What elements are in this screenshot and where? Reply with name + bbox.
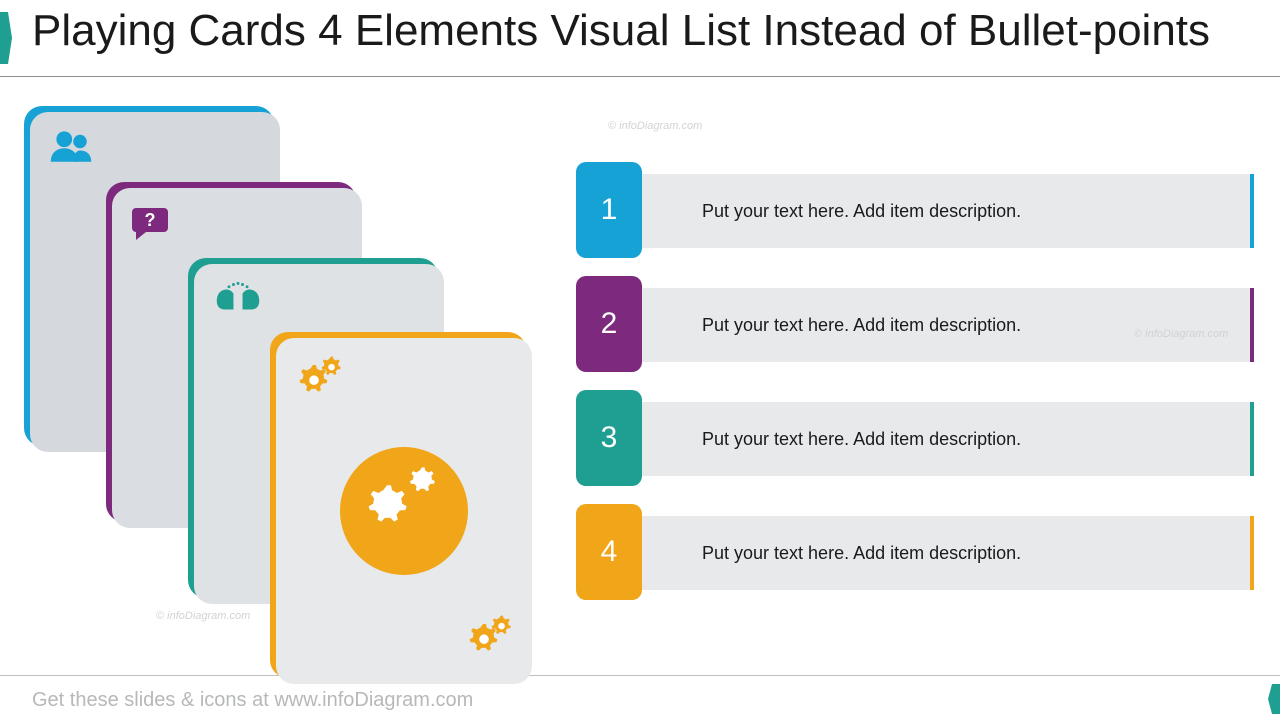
people-icon bbox=[48, 128, 94, 169]
list-item-text: Put your text here. Add item description… bbox=[642, 402, 1254, 476]
gears-corner-icon bbox=[464, 613, 514, 668]
list-item-text: Put your text here. Add item description… bbox=[642, 174, 1254, 248]
list-number-badge: 1 bbox=[576, 162, 642, 258]
footer-accent bbox=[1268, 684, 1280, 714]
list-number-badge: 2 bbox=[576, 276, 642, 372]
watermark-text: © infoDiagram.com bbox=[1134, 328, 1228, 340]
title-accent bbox=[0, 12, 10, 64]
playing-card bbox=[276, 338, 532, 684]
list-item-text: Put your text here. Add item description… bbox=[642, 288, 1254, 362]
card-stack bbox=[30, 112, 570, 652]
footer-text: Get these slides & icons at www.infoDiag… bbox=[32, 689, 473, 712]
numbered-list: 1Put your text here. Add item descriptio… bbox=[576, 166, 1254, 622]
list-item: 1Put your text here. Add item descriptio… bbox=[576, 166, 1254, 256]
list-item-text: Put your text here. Add item description… bbox=[642, 516, 1254, 590]
gears-icon bbox=[294, 354, 344, 409]
title-underline bbox=[0, 76, 1280, 77]
question-icon bbox=[130, 204, 172, 247]
gears-center-icon bbox=[339, 446, 469, 581]
heads-icon bbox=[212, 280, 264, 319]
watermark-text: © infoDiagram.com bbox=[156, 610, 250, 622]
list-item: 4Put your text here. Add item descriptio… bbox=[576, 508, 1254, 598]
list-number-badge: 3 bbox=[576, 390, 642, 486]
slide-title: Playing Cards 4 Elements Visual List Ins… bbox=[32, 6, 1248, 56]
list-item: 3Put your text here. Add item descriptio… bbox=[576, 394, 1254, 484]
watermark-text: © infoDiagram.com bbox=[608, 120, 702, 132]
list-number-badge: 4 bbox=[576, 504, 642, 600]
list-item: 2Put your text here. Add item descriptio… bbox=[576, 280, 1254, 370]
footer-rule bbox=[0, 675, 1280, 676]
